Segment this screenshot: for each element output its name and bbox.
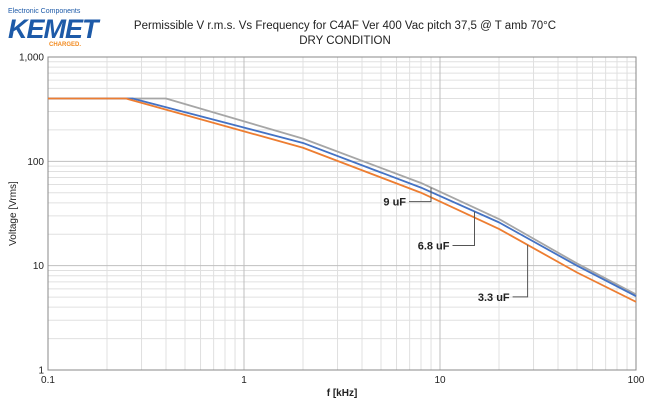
y-tick-label: 1,000 [19,53,44,64]
annotation-leader [452,211,475,246]
annotation-leader [409,187,432,203]
grid-minor [48,57,636,370]
y-tick-label: 10 [33,261,45,272]
annotation-label: 6.8 uF [418,240,450,252]
series-group [48,97,637,303]
logo-wordmark: KEMET [8,14,98,44]
logo-slogan: CHARGED. [49,42,82,48]
x-tick-label: 1 [241,375,247,386]
y-axis-label: Voltage [Vrms] [8,181,19,246]
chart-subtitle: DRY CONDITION [299,35,391,47]
chart-title-block: Permissible V r.m.s. Vs Frequency for C4… [110,19,580,49]
annotation-label: 3.3 uF [478,292,510,304]
x-tick-label: 100 [628,375,645,386]
x-axis-label: f [kHz] [327,388,358,399]
x-tick-label: 0.1 [41,375,55,386]
chart-title: Permissible V r.m.s. Vs Frequency for C4… [133,20,557,32]
series-line-6-8-uf [48,97,637,297]
grid-major [47,57,636,371]
logo-tagline: Electronic Components [8,8,81,15]
y-tick-label: 1 [38,366,44,377]
x-tick-label: 10 [434,375,446,386]
series-annotations: 9 uF 6.8 uF 3.3 uF [383,187,529,304]
series-line-3-3-uf [48,97,637,303]
annotation-leader [512,244,529,298]
kemet-logo: Electronic Components KEMET CHARGED. [6,8,106,48]
series-line-9-uf [48,97,637,296]
plot-frame [47,56,637,371]
annotation-label: 9 uF [383,197,406,209]
y-tick-label: 100 [27,157,44,168]
